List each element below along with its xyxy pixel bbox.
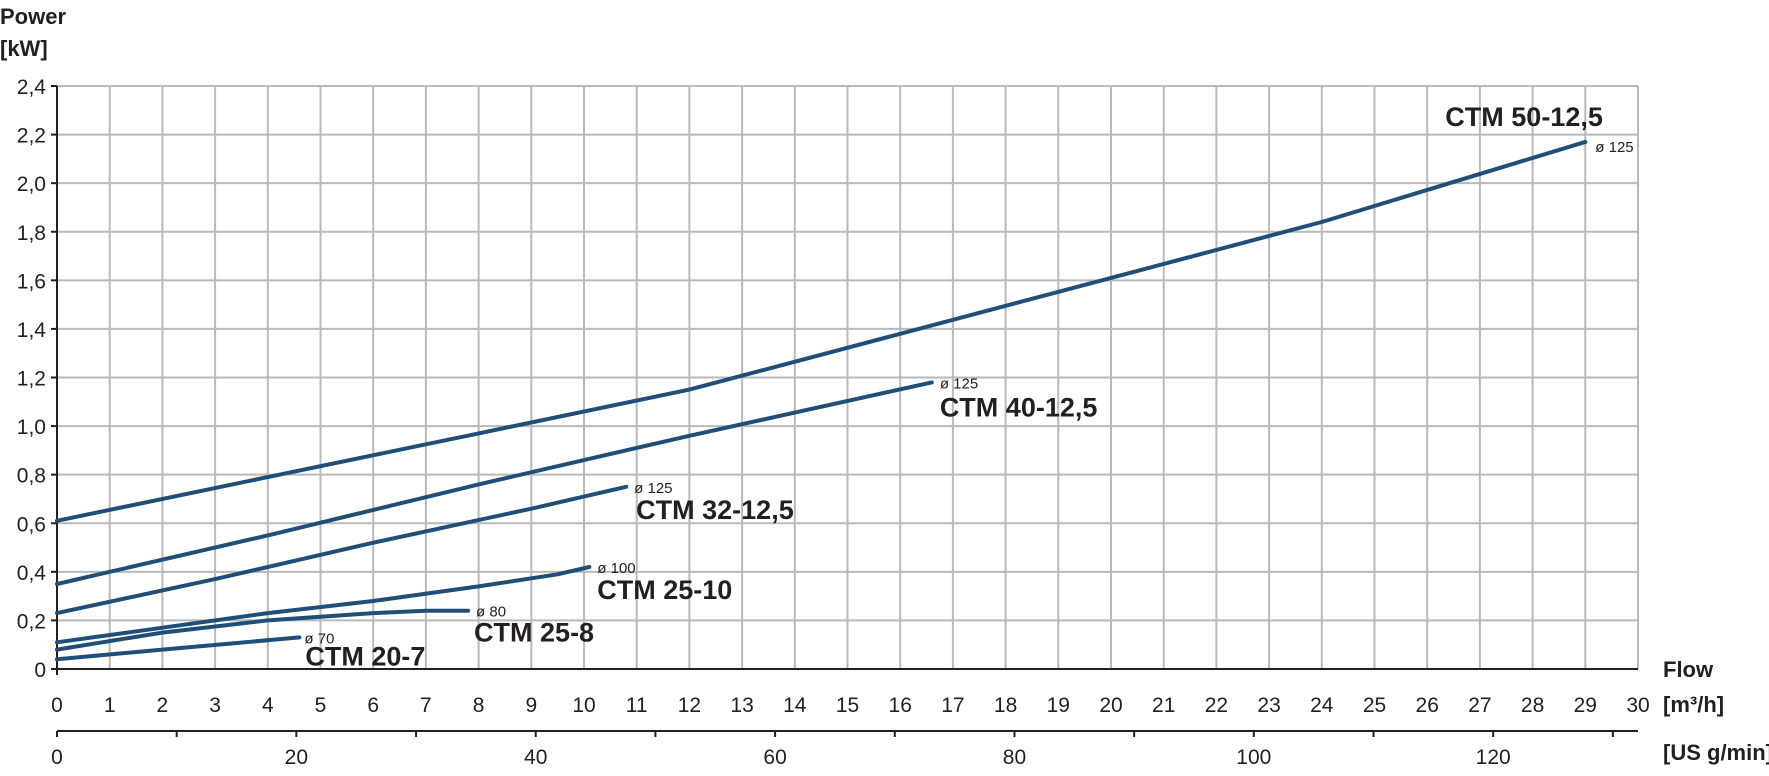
x-tick-label: 14: [783, 694, 807, 717]
series-line: [55, 565, 592, 645]
impeller-diameter-label: ø 125: [1595, 139, 1633, 156]
x-tick-label: 18: [994, 694, 1017, 717]
x-tick-label: 16: [889, 694, 912, 717]
series-label: CTM 50-12,5: [1445, 102, 1603, 132]
series-label: CTM 25-8: [474, 618, 594, 648]
y-tick-label: 2,4: [17, 76, 47, 99]
y-tick-label: 0,4: [17, 562, 47, 585]
x-tick-label: 9: [525, 694, 537, 717]
y-tick-label: 0,2: [17, 610, 46, 633]
y-tick-label: 1,6: [17, 270, 46, 293]
x2-tick-label: 100: [1236, 746, 1271, 769]
x-tick-label: 29: [1574, 694, 1597, 717]
series-line: [55, 635, 302, 662]
series-line: [55, 380, 934, 586]
x-tick-label: 27: [1468, 694, 1491, 717]
x-tick-label: 25: [1363, 694, 1386, 717]
y-tick-label: 1,8: [17, 222, 46, 245]
x-tick-label: 24: [1310, 694, 1334, 717]
y-axis-title: Power: [0, 4, 66, 29]
x2-tick-label: 80: [1003, 746, 1026, 769]
x-tick-label: 20: [1099, 694, 1122, 717]
y-tick-label: 1,0: [17, 416, 46, 439]
x-tick-label: 13: [730, 694, 753, 717]
impeller-diameter-label: ø 125: [940, 375, 978, 392]
x-tick-label: 4: [262, 694, 274, 717]
x2-tick-label: 40: [524, 746, 547, 769]
impeller-diameter-label: ø 100: [597, 560, 635, 577]
x-tick-labels: 0 1 2 3 4 5 6 7 8 9 10 11 12 13 14 15 16 17 18 19 20 21 22 23 24…: [51, 694, 1650, 717]
x-tick-label: 26: [1416, 694, 1439, 717]
y-tick-label: 1,2: [17, 368, 46, 391]
x-axis-title: Flow: [1663, 657, 1714, 682]
y-tick-label: 1,4: [17, 319, 47, 342]
x-tick-label: 15: [836, 694, 859, 717]
x-tick-label: 6: [367, 694, 379, 717]
x-tick-label: 19: [1047, 694, 1070, 717]
x2-tick-label: 60: [763, 746, 786, 769]
x-tick-label: 3: [209, 694, 221, 717]
x2-tick-label: 0: [51, 746, 63, 769]
y-tick-labels: 0 0,2 0,4 0,6 0,8 1,0 1,2 1,4 1,6 1,8 2,0 2,2 2,4: [17, 76, 47, 682]
x-tick-label: 22: [1205, 694, 1228, 717]
series-line: [55, 484, 629, 616]
grid: [56, 85, 1639, 670]
y-tick-label: 2,0: [17, 173, 46, 196]
x-axis-unit: [m³/h]: [1663, 692, 1724, 717]
series-line: [55, 139, 1588, 523]
series-label: CTM 40-12,5: [940, 392, 1098, 422]
x-tick-label: 30: [1626, 694, 1649, 717]
x2-tick-label: 120: [1476, 746, 1511, 769]
x-tick-label: 21: [1152, 694, 1175, 717]
axes: [51, 85, 1638, 675]
impeller-diameter-label: ø 70: [304, 630, 334, 647]
y-tick-label: 0: [34, 659, 46, 682]
impeller-diameter-label: ø 125: [634, 480, 672, 497]
x-tick-label: 28: [1521, 694, 1544, 717]
impeller-diameter-label: ø 80: [476, 604, 506, 621]
x-tick-label: 12: [678, 694, 701, 717]
x-tick-label: 2: [157, 694, 169, 717]
series-line: [55, 608, 471, 652]
x-tick-label: 5: [315, 694, 327, 717]
x-tick-label: 0: [51, 694, 63, 717]
x-tick-label: 1: [104, 694, 116, 717]
series-label: CTM 20-7: [305, 641, 425, 671]
series-lines: [55, 139, 1588, 662]
y-axis-unit: [kW]: [0, 36, 48, 61]
y-tick-label: 0,8: [17, 465, 46, 488]
x-tick-label: 7: [420, 694, 432, 717]
x-tick-label: 8: [473, 694, 485, 717]
x-tick-label: 11: [626, 694, 648, 717]
us-gpm-axis: 0 20 40 60 80 100 120: [51, 730, 1638, 769]
x-tick-label: 10: [572, 694, 595, 717]
y-tick-label: 2,2: [17, 125, 46, 148]
series-label: CTM 32-12,5: [636, 495, 794, 525]
x-tick-label: 17: [941, 694, 964, 717]
y-tick-label: 0,6: [17, 513, 46, 536]
x2-axis-unit: [US g/min]: [1663, 740, 1769, 765]
x-tick-label: 23: [1257, 694, 1280, 717]
series-label: CTM 25-10: [597, 575, 732, 605]
x2-tick-label: 20: [285, 746, 308, 769]
